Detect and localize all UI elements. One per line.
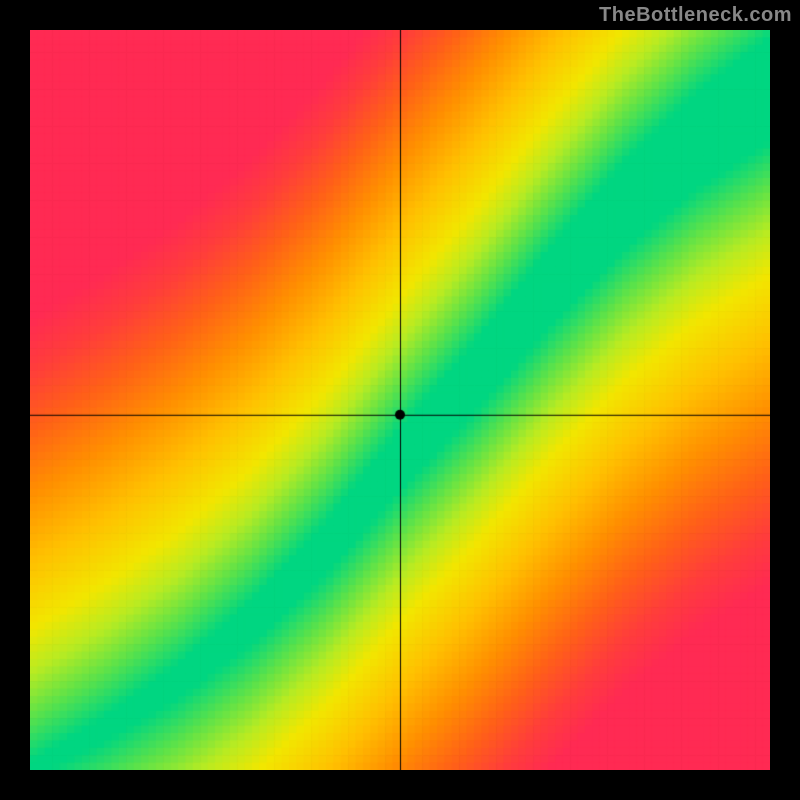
heatmap-canvas [30,30,770,770]
watermark-text: TheBottleneck.com [599,4,792,27]
plot-area [30,30,770,770]
chart-container: TheBottleneck.com [0,0,800,800]
